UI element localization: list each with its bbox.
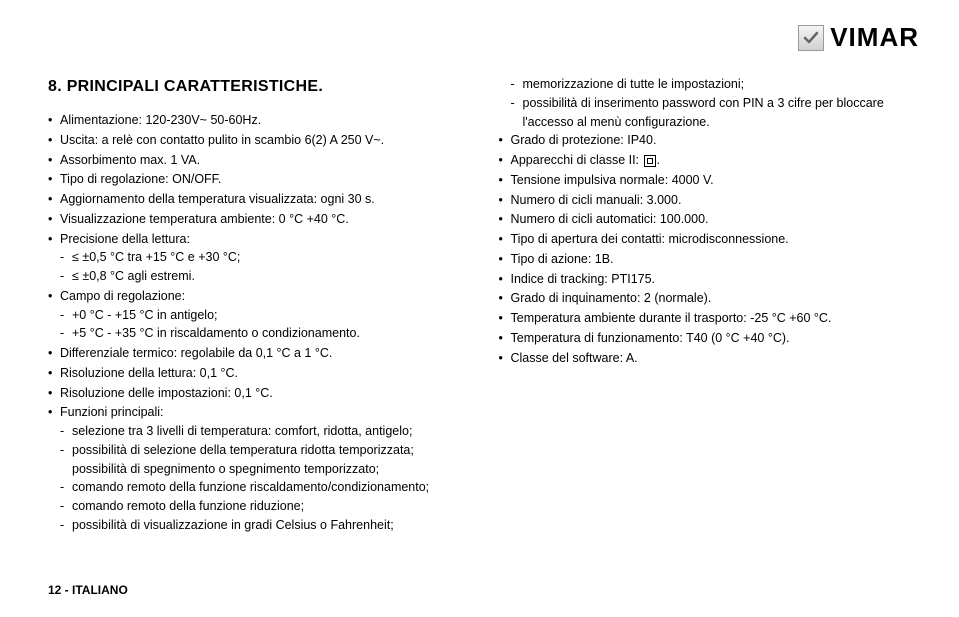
spec-item: Tipo di azione: 1B. — [499, 250, 920, 269]
spec-item: Campo di regolazione: +0 °C - +15 °C in a… — [48, 287, 469, 343]
spec-text: Precisione della lettura: — [60, 232, 190, 246]
spec-sublist: ≤ ±0,5 °C tra +15 °C e +30 °C;≤ ±0,8 °C … — [60, 248, 469, 286]
spec-item: Classe del software: A. — [499, 349, 920, 368]
spec-subitem: ≤ ±0,8 °C agli estremi. — [60, 267, 469, 286]
section-title: 8. PRINCIPALI CARATTERISTICHE. — [48, 75, 469, 99]
spec-item: Grado di protezione: IP40. — [499, 131, 920, 150]
column-left: 8. PRINCIPALI CARATTERISTICHE. Alimentaz… — [48, 75, 469, 536]
spec-item: Assorbimento max. 1 VA. — [48, 151, 469, 170]
spec-item: Funzioni principali: selezione tra 3 live… — [48, 403, 469, 534]
spec-item: Alimentazione: 120-230V~ 50-60Hz. — [48, 111, 469, 130]
spec-item: Risoluzione della lettura: 0,1 °C. — [48, 364, 469, 383]
spec-item: Visualizzazione temperatura ambiente: 0 … — [48, 210, 469, 229]
spec-text: Campo di regolazione: — [60, 289, 185, 303]
spec-text: Tipo di regolazione: ON/OFF. — [60, 172, 221, 186]
spec-item: Tipo di apertura dei contatti: microdisc… — [499, 230, 920, 249]
spec-item: Uscita: a relè con contatto pulito in sc… — [48, 131, 469, 150]
spec-text-suffix: . — [657, 153, 660, 167]
spec-item: Aggiornamento della temperatura visualiz… — [48, 190, 469, 209]
spec-text: Funzioni principali: — [60, 405, 164, 419]
spec-subitem: selezione tra 3 livelli di temperatura: … — [60, 422, 469, 441]
spec-item: Precisione della lettura: ≤ ±0,5 °C tra +… — [48, 230, 469, 286]
spec-item: Risoluzione delle impostazioni: 0,1 °C. — [48, 384, 469, 403]
column-right: memorizzazione di tutte le impostazioni;… — [499, 75, 920, 536]
spec-text: Uscita: a relè con contatto pulito in sc… — [60, 133, 384, 147]
spec-subitem: ≤ ±0,5 °C tra +15 °C e +30 °C; — [60, 248, 469, 267]
spec-item: Tensione impulsiva normale: 4000 V. — [499, 171, 920, 190]
brand-check-icon — [798, 25, 824, 51]
spec-sublist: selezione tra 3 livelli di temperatura: … — [60, 422, 469, 535]
spec-text: Differenziale termico: regolabile da 0,1… — [60, 346, 332, 360]
brand-name: VIMAR — [830, 22, 919, 53]
spec-item: Numero di cicli manuali: 3.000. — [499, 191, 920, 210]
spec-sublist: +0 °C - +15 °C in antigelo;+5 °C - +35 °… — [60, 306, 469, 344]
spec-text: Apparecchi di classe II: — [511, 153, 643, 167]
spec-item: Differenziale termico: regolabile da 0,1… — [48, 344, 469, 363]
spec-text: Risoluzione della lettura: 0,1 °C. — [60, 366, 238, 380]
spec-item: Tipo di regolazione: ON/OFF. — [48, 170, 469, 189]
spec-text: Alimentazione: 120-230V~ 50-60Hz. — [60, 113, 261, 127]
spec-list-right: Grado di protezione: IP40.Apparecchi di … — [499, 131, 920, 367]
spec-list-left: Alimentazione: 120-230V~ 50-60Hz. Uscita:… — [48, 111, 469, 535]
page-footer: 12 - ITALIANO — [48, 583, 128, 597]
spec-subitem: possibilità di inserimento password con … — [511, 94, 920, 132]
spec-item: Temperatura ambiente durante il trasport… — [499, 309, 920, 328]
spec-sublist-continuation: memorizzazione di tutte le impostazioni;… — [499, 75, 920, 131]
spec-subitem: comando remoto della funzione riduzione; — [60, 497, 469, 516]
spec-subitem: +0 °C - +15 °C in antigelo; — [60, 306, 469, 325]
spec-text: Assorbimento max. 1 VA. — [60, 153, 200, 167]
spec-item: Temperatura di funzionamento: T40 (0 °C … — [499, 329, 920, 348]
document-body: 8. PRINCIPALI CARATTERISTICHE. Alimentaz… — [48, 75, 919, 536]
spec-item: Indice di tracking: PTI175. — [499, 270, 920, 289]
spec-text: Visualizzazione temperatura ambiente: 0 … — [60, 212, 349, 226]
spec-text: Risoluzione delle impostazioni: 0,1 °C. — [60, 386, 273, 400]
spec-item: Grado di inquinamento: 2 (normale). — [499, 289, 920, 308]
brand-logo: VIMAR — [798, 22, 919, 53]
class-ii-icon — [644, 155, 656, 167]
spec-subitem: comando remoto della funzione riscaldame… — [60, 478, 469, 497]
spec-text: Aggiornamento della temperatura visualiz… — [60, 192, 375, 206]
spec-item: Numero di cicli automatici: 100.000. — [499, 210, 920, 229]
spec-subitem: possibilità di visualizzazione in gradi … — [60, 516, 469, 535]
spec-subitem: memorizzazione di tutte le impostazioni; — [511, 75, 920, 94]
spec-subitem: possibilità di selezione della temperatu… — [60, 441, 469, 479]
spec-subitem: +5 °C - +35 °C in riscaldamento o condiz… — [60, 324, 469, 343]
spec-item: Apparecchi di classe II: . — [499, 151, 920, 170]
